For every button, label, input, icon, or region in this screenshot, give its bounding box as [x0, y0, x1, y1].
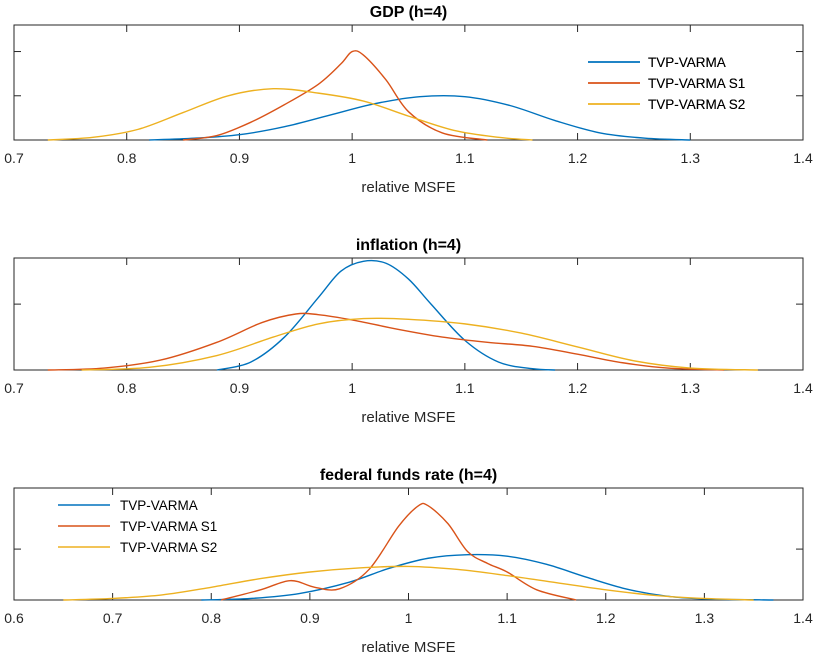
chart-panel-2: inflation (h=4) 0.7 0.8 0.9 1 1.1 1.2 1.3 1.4 rel… [4, 55, 813, 426]
x-tick-label: 0.7 [4, 150, 24, 166]
x-tick-label: 1.3 [695, 610, 715, 626]
x-tick-label: 0.8 [117, 150, 137, 166]
series-line-3 [63, 565, 754, 601]
plot-area [13, 257, 804, 371]
x-tick-label: 1.4 [793, 380, 813, 396]
x-tick-label: 0.8 [117, 380, 137, 396]
x-tick-label: 1.2 [596, 610, 616, 626]
legend: TVP-VARMA TVP-VARMA S1 TVP-VARMA S2 [588, 55, 745, 112]
series-line-1 [201, 553, 774, 601]
x-tick-label: 1.3 [681, 380, 701, 396]
chart-panel-1: GDP (h=4) 0.7 0.8 0.9 1 1.1 1.2 1.3 1.4 relative … [4, 4, 813, 196]
series-line-3 [81, 317, 758, 371]
x-tick-label: 1 [348, 380, 356, 396]
x-tick-label: 1.2 [568, 380, 588, 396]
chart-title: federal funds rate (h=4) [320, 467, 497, 484]
legend-label: TVP-VARMA S2 [648, 97, 745, 112]
x-tick-label: 1.1 [497, 610, 517, 626]
x-tick-label: 1.4 [793, 150, 813, 166]
legend-label: TVP-VARMA [648, 55, 726, 70]
x-tick-label: 0.8 [202, 610, 222, 626]
x-tick-label: 0.7 [103, 610, 123, 626]
series-line-1 [149, 94, 691, 141]
x-axis-label: relative MSFE [361, 409, 455, 426]
legend-label: TVP-VARMA S1 [648, 76, 745, 91]
x-axis-label: relative MSFE [361, 179, 455, 196]
x-tick-label: 1.3 [681, 150, 701, 166]
legend-label: TVP-VARMA [120, 498, 198, 513]
legend-label: TVP-VARMA S1 [120, 519, 217, 534]
series-line-3 [47, 87, 533, 141]
x-tick-label: 1 [348, 150, 356, 166]
chart-title: inflation (h=4) [356, 237, 461, 254]
legend-label: TVP-VARMA S1 [648, 76, 745, 91]
x-tick-label: 1 [405, 610, 413, 626]
legend: TVP-VARMA TVP-VARMA S1 TVP-VARMA S2 [58, 498, 217, 555]
chart-panel-3: federal funds rate (h=4) 0.6 0.7 0.8 0.9 1 1.1… [4, 467, 813, 656]
x-axis-label: relative MSFE [361, 639, 455, 656]
x-tick-label: 0.6 [4, 610, 24, 626]
legend-label: TVP-VARMA [648, 55, 726, 70]
series-line-2 [182, 50, 488, 141]
x-tick-label: 0.9 [230, 150, 250, 166]
x-tick-label: 0.9 [230, 380, 250, 396]
legend-label: TVP-VARMA S2 [120, 540, 217, 555]
series-line-1 [216, 259, 556, 371]
legend-label: TVP-VARMA S2 [648, 97, 745, 112]
chart-title: GDP (h=4) [370, 4, 448, 21]
plot-area [13, 24, 804, 141]
series-line-2 [220, 502, 577, 601]
x-tick-label: 1.1 [455, 380, 475, 396]
x-tick-label: 1.2 [568, 150, 588, 166]
x-tick-label: 1.4 [793, 610, 813, 626]
series-line-2 [47, 312, 725, 371]
x-tick-label: 0.7 [4, 380, 24, 396]
legend: TVP-VARMA TVP-VARMA S1 TVP-VARMA S2 [588, 55, 745, 112]
x-tick-label: 0.9 [300, 610, 320, 626]
x-tick-label: 1.1 [455, 150, 475, 166]
